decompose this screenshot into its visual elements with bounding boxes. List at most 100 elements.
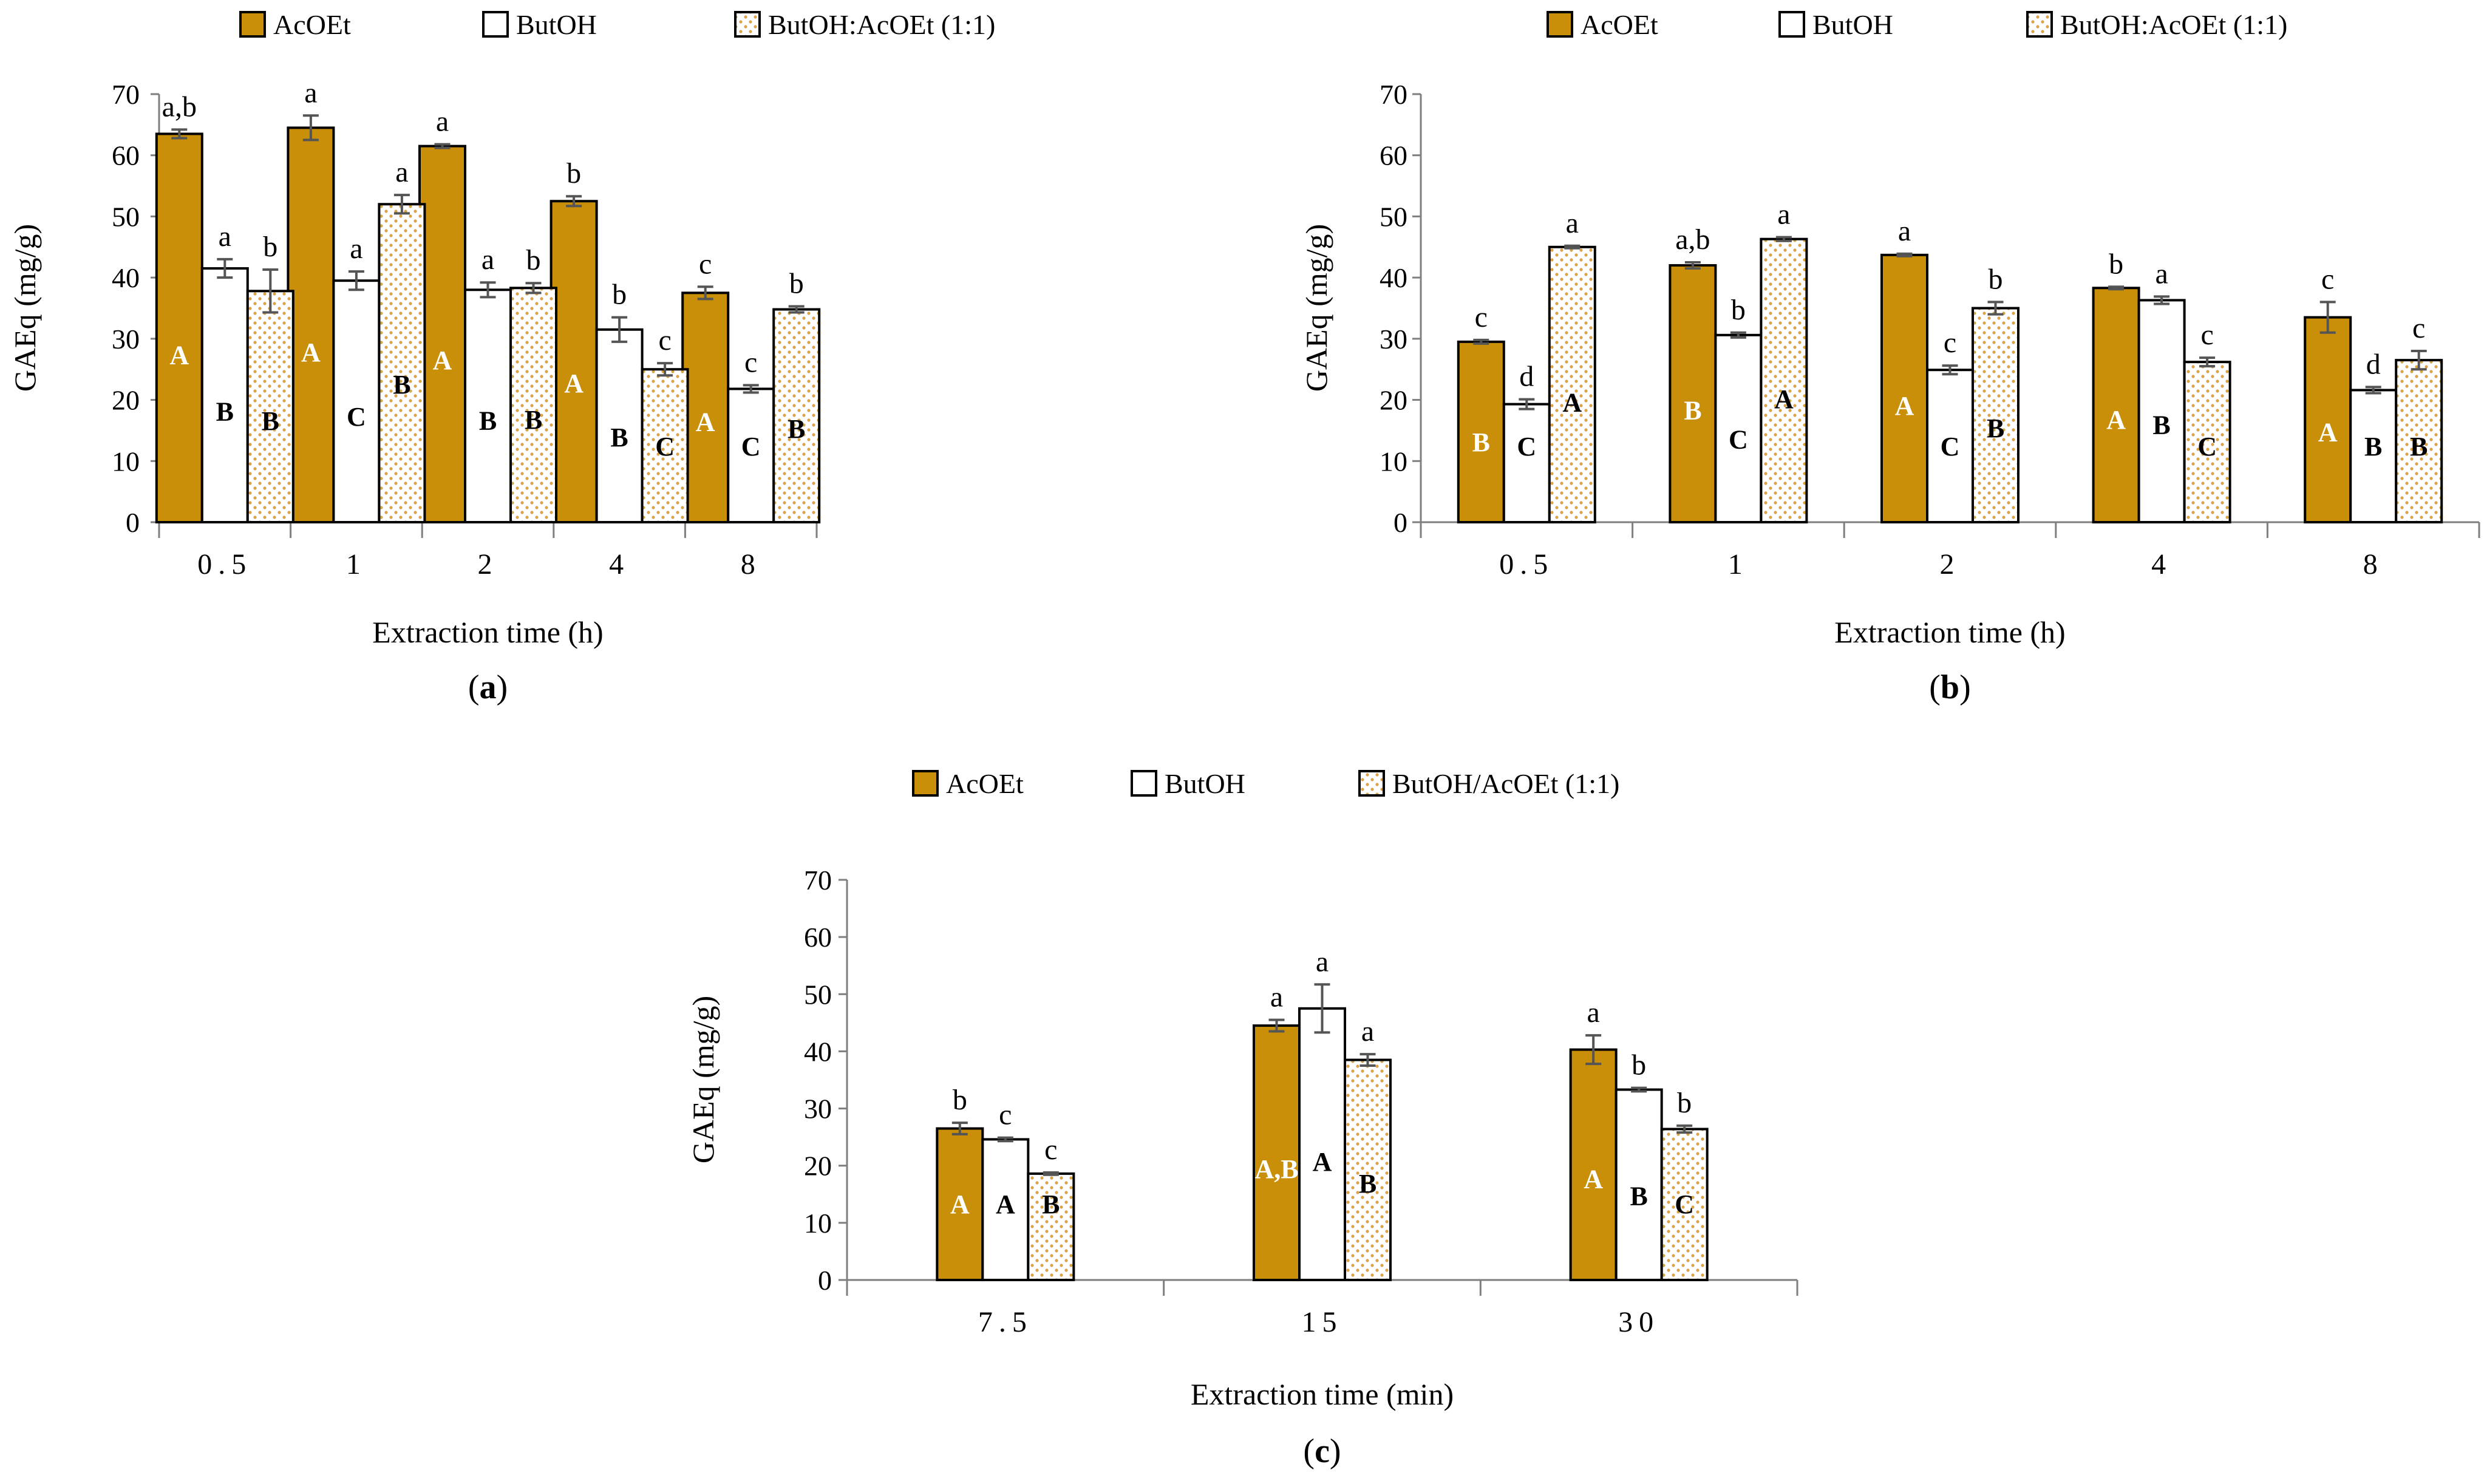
significance-letter-top: b	[2109, 248, 2123, 280]
y-tick-label: 30	[1380, 324, 1407, 355]
x-category-label: 0.5	[197, 548, 252, 580]
y-tick-label: 40	[804, 1036, 832, 1067]
y-tick-label: 10	[1380, 446, 1407, 477]
legend-label: AcOEt	[273, 9, 351, 40]
significance-letter-top: a	[1316, 945, 1329, 978]
legend-swatch-acoet	[1547, 11, 1573, 38]
legend-label: ButOH	[1165, 768, 1245, 799]
x-axis-title: Extraction time (h)	[372, 615, 603, 649]
significance-letter-in: C	[1517, 432, 1536, 461]
bar-acoet	[1253, 1024, 1301, 1282]
bar-butoh	[200, 267, 249, 523]
bar-mix	[641, 368, 689, 524]
significance-letter-in: C	[741, 432, 761, 461]
bar-mix	[1027, 1172, 1075, 1281]
significance-letter-top: d	[2366, 348, 2381, 380]
x-category-label: 4	[2151, 548, 2172, 580]
legend-label: ButOH	[516, 9, 597, 40]
significance-letter-top: a	[2155, 257, 2168, 290]
significance-letter-top: a	[304, 77, 317, 109]
chart-panel-b: AcOEt ButOH ButOH:AcOEt (1:1) 0 10 20 30 40 50 60…	[1299, 9, 2480, 706]
significance-letter-in: B	[1359, 1169, 1376, 1199]
significance-letter-top: b	[789, 267, 804, 299]
legend-swatch-mix	[734, 11, 761, 38]
legend-label: AcOEt	[1581, 9, 1658, 40]
significance-letter-top: a	[219, 220, 231, 253]
y-tick-label: 50	[804, 979, 832, 1010]
bar-acoet	[287, 126, 335, 523]
significance-letter-top: b	[1677, 1087, 1692, 1119]
significance-letter-in: B	[1472, 427, 1490, 457]
significance-letter-top: c	[658, 324, 671, 356]
significance-letter-in: B	[2410, 432, 2428, 461]
y-tick-label: 60	[804, 922, 832, 953]
significance-letter-in: B	[788, 414, 805, 444]
significance-letter-top: a	[395, 156, 408, 188]
significance-letter-top: c	[1475, 301, 1488, 333]
x-category-label: 4	[609, 548, 630, 580]
significance-letter-in: B	[393, 370, 410, 400]
x-category-label: 2	[478, 548, 499, 580]
significance-letter-top: a	[1777, 199, 1790, 231]
bar-acoet	[155, 132, 203, 523]
significance-letter-in: C	[347, 402, 366, 432]
y-tick-label: 50	[1380, 201, 1407, 232]
y-axis-title: GAEq (mg/g)	[8, 224, 42, 392]
significance-letter-top: a	[481, 243, 494, 276]
y-tick-label: 0	[126, 507, 140, 538]
legend-swatch-mix	[2026, 11, 2053, 38]
bar-acoet	[2092, 287, 2140, 523]
significance-letter-in: A	[169, 340, 189, 370]
y-tick-label: 10	[804, 1208, 832, 1239]
significance-letter-top: c	[2200, 319, 2213, 351]
significance-letter-top: a,b	[1675, 223, 1710, 256]
bar-mix	[1972, 307, 2020, 523]
significance-letter-top: b	[1989, 263, 2003, 295]
significance-letter-in: B	[1987, 414, 2004, 443]
bar-acoet	[681, 291, 730, 523]
significance-letter-in: B	[1630, 1181, 1647, 1211]
legend-swatch-butoh	[482, 11, 509, 38]
bar-mix	[509, 287, 557, 523]
significance-letter-top: c	[1044, 1134, 1057, 1166]
significance-letter-top: b	[1632, 1049, 1646, 1081]
significance-letter-in: A	[2106, 405, 2126, 435]
significance-letter-top: b	[526, 244, 541, 276]
y-tick-label: 20	[1380, 385, 1407, 416]
significance-letter-top: d	[1519, 361, 1534, 393]
bar-acoet	[1669, 264, 1717, 523]
legend-swatch-acoet	[912, 770, 939, 797]
significance-letter-top: b	[612, 279, 627, 311]
significance-letter-in: A	[1774, 384, 1794, 414]
significance-letter-in: A	[696, 407, 715, 437]
legend-swatch-butoh	[1131, 770, 1157, 797]
significance-letter-top: c	[1944, 327, 1956, 359]
chart-panel-c: AcOEt ButOH ButOH/AcOEt (1:1) 0 10 20 30 40 50 60…	[686, 768, 1798, 1470]
significance-letter-top: a	[436, 106, 449, 138]
significance-letter-in: A	[2318, 417, 2338, 447]
y-axis-title: GAEq (mg/g)	[1299, 224, 1333, 392]
bar-mix	[2395, 359, 2443, 523]
significance-letter-in: A	[950, 1190, 970, 1219]
legend-label: AcOEt	[946, 768, 1024, 799]
y-tick-label: 50	[112, 201, 140, 232]
bar-butoh	[1502, 403, 1551, 523]
y-tick-label: 60	[1380, 140, 1407, 171]
significance-letter-in: C	[655, 432, 675, 461]
bar-acoet	[550, 200, 598, 523]
legend-label: ButOH/AcOEt (1:1)	[1392, 768, 1619, 799]
significance-letter-top: b	[263, 231, 277, 263]
significance-letter-top: a,b	[162, 90, 197, 123]
significance-letter-top: a	[1270, 981, 1283, 1013]
significance-letter-in: A	[1584, 1165, 1603, 1194]
legend-swatch-mix	[1358, 770, 1385, 797]
significance-letter-in: C	[1729, 425, 1748, 455]
panel-label: (b)	[1929, 669, 1970, 706]
x-category-label: 1	[346, 548, 367, 580]
panel-label: (c)	[1303, 1432, 1341, 1470]
legend-label: ButOH:AcOEt (1:1)	[768, 9, 995, 40]
bar-mix	[1344, 1058, 1392, 1282]
significance-letter-top: c	[2321, 263, 2334, 295]
y-tick-label: 70	[804, 865, 832, 896]
legend-swatch-acoet	[239, 11, 266, 38]
